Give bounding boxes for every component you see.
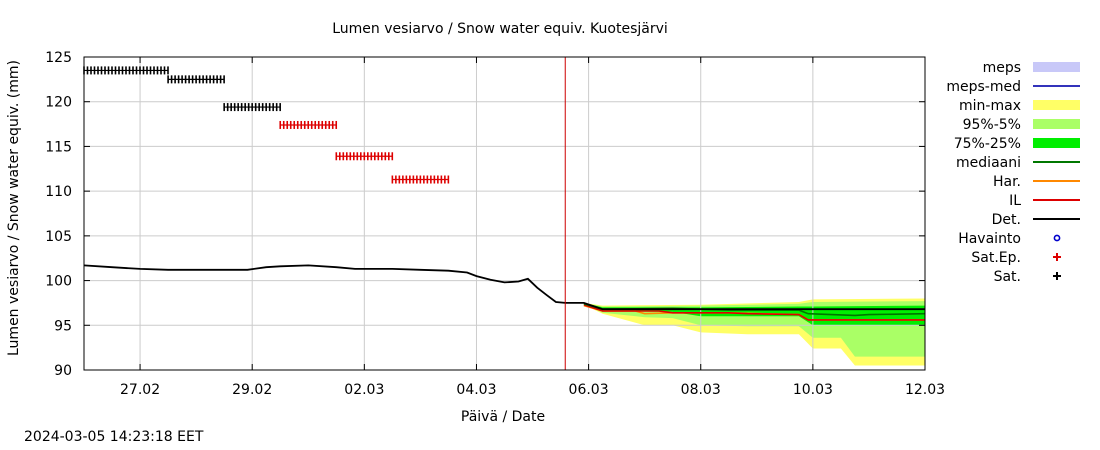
legend-swatch — [1033, 119, 1080, 129]
x-axis-label: Päivä / Date — [461, 409, 545, 425]
legend-label: 95%-5% — [963, 117, 1021, 133]
legend-swatch — [1033, 100, 1080, 110]
y-tick-label: 115 — [45, 139, 72, 155]
legend-item-75-25-: 75%-25% — [954, 136, 1080, 152]
legend-label: Sat.Ep. — [971, 250, 1021, 266]
legend-label: Har. — [993, 174, 1021, 190]
legend: meps meps-med min-max 95%-5% 75%-25% mediaani… — [946, 60, 1080, 285]
marker-group-sat-ep- — [279, 120, 338, 129]
y-tick-label: 90 — [54, 363, 72, 379]
legend-item-sat-: Sat. — [994, 269, 1061, 285]
legend-swatch — [1053, 234, 1061, 242]
legend-item-det-: Det. — [992, 212, 1080, 228]
legend-label: min-max — [959, 98, 1021, 114]
legend-item-95-5-: 95%-5% — [963, 117, 1080, 133]
legend-label: 75%-25% — [954, 136, 1021, 152]
x-tick-label: 08.03 — [681, 382, 721, 398]
y-tick-label: 105 — [45, 229, 72, 245]
legend-label: meps-med — [946, 79, 1021, 95]
plot-border — [83, 56, 926, 371]
x-tick-label: 10.03 — [793, 382, 833, 398]
chart-title: Lumen vesiarvo / Snow water equiv. Kuote… — [332, 21, 668, 37]
legend-swatch — [1033, 138, 1080, 148]
legend-label: Det. — [992, 212, 1021, 228]
legend-item-havainto: Havainto — [958, 231, 1061, 247]
marker-group-sat- — [83, 66, 169, 75]
legend-swatch — [1033, 62, 1080, 72]
y-tick-label: 100 — [45, 274, 72, 290]
legend-label: IL — [1009, 193, 1021, 209]
legend-item-min-max: min-max — [959, 98, 1080, 114]
legend-item-har-: Har. — [993, 174, 1080, 190]
legend-label: mediaani — [956, 155, 1021, 171]
series-line-il — [583, 303, 925, 321]
legend-item-meps-med: meps-med — [946, 79, 1080, 95]
marker-group-sat-ep- — [335, 152, 394, 161]
legend-label: meps — [983, 60, 1021, 76]
x-tick-label: 04.03 — [456, 382, 496, 398]
x-tick-label: 06.03 — [569, 382, 609, 398]
marker-group-sat- — [223, 103, 281, 112]
legend-item-sat-ep-: Sat.Ep. — [971, 250, 1061, 266]
marker-group-sat- — [167, 75, 225, 84]
legend-item-il: IL — [1009, 193, 1080, 209]
legend-item-mediaani: mediaani — [956, 155, 1080, 171]
x-tick-label: 29.02 — [232, 382, 272, 398]
series-line-det- — [83, 264, 925, 311]
x-tick-label: 27.02 — [120, 382, 160, 398]
y-tick-label: 120 — [45, 95, 72, 111]
generated-timestamp: 2024-03-05 14:23:18 EET — [24, 429, 204, 445]
y-axis-label: Lumen vesiarvo / Snow water equiv. (mm) — [6, 60, 22, 356]
x-tick-label: 12.03 — [905, 382, 945, 398]
x-tick-label: 02.03 — [344, 382, 384, 398]
y-tick-label: 110 — [45, 184, 72, 200]
y-tick-label: 125 — [45, 50, 72, 66]
marker-group-sat-ep- — [391, 175, 450, 184]
legend-label: Sat. — [994, 269, 1021, 285]
plot-area: 90 95 100 105 110 115 120 125 27.02 29.02 02.03 04.… — [45, 50, 945, 398]
y-tick-label: 95 — [54, 318, 72, 334]
legend-label: Havainto — [958, 231, 1021, 247]
legend-item-meps: meps — [983, 60, 1080, 76]
